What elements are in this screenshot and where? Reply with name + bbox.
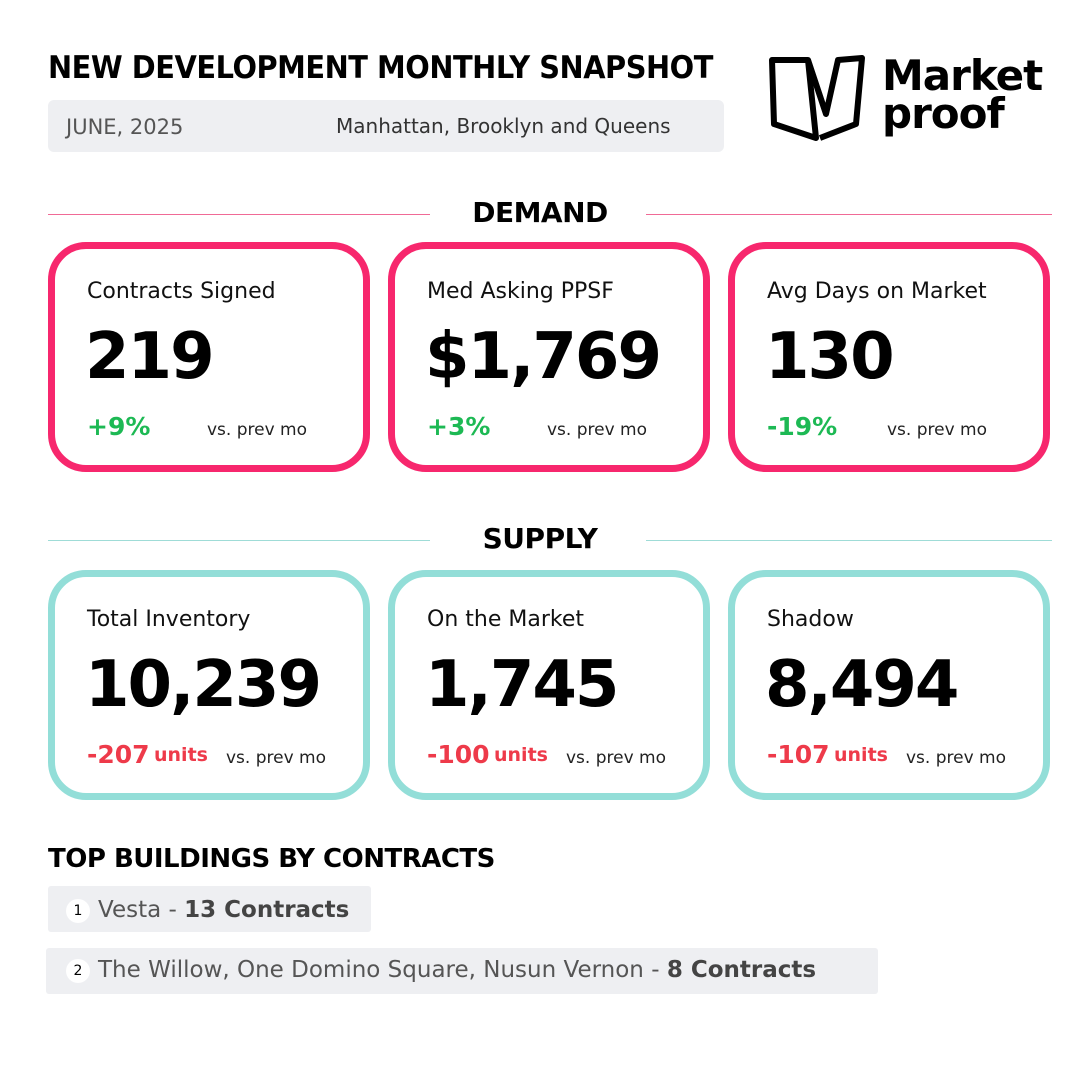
card-compare: vs. prev mo — [207, 420, 308, 440]
card-compare: vs. prev mo — [906, 748, 1007, 768]
contracts: 8 Contracts — [666, 957, 817, 983]
card — [48, 242, 370, 472]
card-value: 130 — [765, 320, 895, 394]
card-label: Total Inventory — [87, 607, 251, 632]
card-change: +3% — [427, 412, 491, 441]
divider — [48, 540, 430, 541]
building-row — [48, 886, 371, 932]
card-unit: units — [494, 744, 548, 766]
logo-icon — [769, 55, 865, 141]
card-label: Shadow — [767, 607, 854, 632]
card-change: +9% — [87, 412, 151, 441]
card-compare: vs. prev mo — [887, 420, 988, 440]
card-value: 1,745 — [425, 648, 619, 722]
buildings-heading: TOP BUILDINGS BY CONTRACTS — [48, 844, 495, 874]
card — [388, 242, 710, 472]
rank: 2 — [66, 959, 90, 983]
card-value: 10,239 — [85, 648, 322, 722]
card-change: -207 — [87, 740, 150, 769]
rank: 1 — [66, 899, 90, 923]
card-compare: vs. prev mo — [226, 748, 327, 768]
name: The Willow, One Domino Square, Nusun Ver… — [98, 957, 660, 983]
building-name: The Willow, One Domino Square, Nusun Ver… — [98, 957, 816, 983]
card — [48, 570, 370, 800]
card — [728, 570, 1050, 800]
divider — [646, 540, 1052, 541]
title: NEW DEVELOPMENT MONTHLY SNAPSHOT — [48, 50, 713, 86]
card-label: Contracts Signed — [87, 279, 276, 304]
card-change: -100 — [427, 740, 490, 769]
card-label: On the Market — [427, 607, 584, 632]
date: JUNE, 2025 — [66, 115, 184, 139]
contracts: 13 Contracts — [184, 897, 350, 923]
card — [728, 242, 1050, 472]
building-row — [46, 948, 878, 994]
card-label: Avg Days on Market — [767, 279, 987, 304]
divider — [646, 214, 1052, 215]
card-value: 219 — [85, 320, 215, 394]
card-unit: units — [154, 744, 208, 766]
card-label: Med Asking PPSF — [427, 279, 614, 304]
card-compare: vs. prev mo — [547, 420, 648, 440]
card-change: -19% — [767, 412, 838, 441]
card-change: -107 — [767, 740, 830, 769]
section-heading: DEMAND — [472, 196, 608, 229]
card-value: 8,494 — [765, 648, 959, 722]
card — [388, 570, 710, 800]
logo-text: Market — [882, 51, 1043, 100]
date-bar — [48, 100, 724, 152]
card-value: $1,769 — [425, 320, 662, 394]
region: Manhattan, Brooklyn and Queens — [336, 114, 671, 138]
card-unit: units — [834, 744, 888, 766]
building-name: Vesta - 13 Contracts — [98, 897, 349, 923]
divider — [48, 214, 430, 215]
logo-text: proof — [882, 89, 1005, 138]
section-heading: SUPPLY — [482, 522, 598, 555]
name: Vesta - — [98, 897, 177, 923]
card-compare: vs. prev mo — [566, 748, 667, 768]
